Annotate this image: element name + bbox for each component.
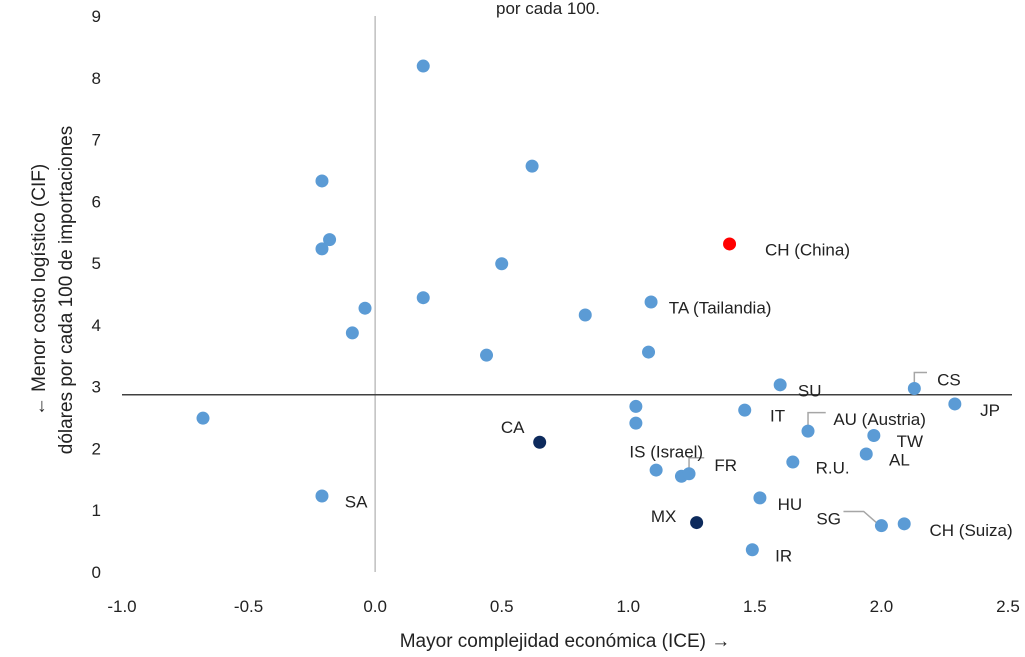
scatter-point [525,159,539,173]
y-tick-label: 4 [92,316,101,335]
point-label: CA [501,418,525,437]
scatter-point [495,257,509,271]
point-label: R.U. [816,459,850,478]
point-label: MX [651,507,677,526]
scatter-point [745,543,759,557]
x-tick-label: 0.5 [490,597,514,616]
scatter-point [649,463,663,477]
scatter-point [480,348,494,362]
point-label: SG [816,509,841,528]
scatter-point [897,517,911,531]
point-label: SA [345,493,368,512]
leader-line [688,456,705,471]
scatter-point [323,233,337,247]
scatter-point [358,301,372,315]
point-label: TA (Tailandia) [669,299,772,318]
scatter-point [859,447,873,461]
scatter-point [533,435,547,449]
leader-line [807,411,826,428]
scatter-point [801,424,815,438]
x-tick-label: 2.0 [870,597,894,616]
x-tick-label: -1.0 [107,597,136,616]
x-axis-title: Mayor complejidad económica (ICE) → [400,631,731,652]
chart-title: por cada 100. [496,0,600,18]
y-tick-label: 5 [92,254,101,273]
point-label: IS (Israel) [629,443,703,462]
leader-line [913,371,927,385]
x-tick-label: 1.0 [616,597,640,616]
x-tick-label: -0.5 [234,597,263,616]
scatter-point [948,397,962,411]
reference-lines [122,16,1012,572]
y-tick-label: 9 [92,7,101,26]
leader-line [843,510,877,524]
point-label: IR [775,546,792,565]
scatter-point [874,519,888,533]
data-points [196,59,962,557]
point-label: AU (Austria) [833,410,926,429]
scatter-point [867,428,881,442]
scatter-point [642,345,656,359]
y-tick-label: 7 [92,131,101,150]
scatter-point [578,308,592,322]
scatter-point [416,59,430,73]
y-axis-title-line1: ← Menor costo logístico (CIF) [29,164,50,416]
scatter-point [738,403,752,417]
point-label: AL [889,451,910,470]
x-tick-label: 2.5 [996,597,1020,616]
y-tick-label: 0 [92,563,101,582]
y-tick-label: 3 [92,378,101,397]
scatter-point [907,382,921,396]
scatter-point [690,516,704,530]
scatter-point [682,467,696,481]
scatter-point [723,237,737,251]
point-labels: CH (China) TA (Tailandia) SU CS JP IT AU (Aust… [345,241,1013,566]
scatter-point [629,416,643,430]
point-label: TW [897,432,923,451]
x-tick-label: 0.0 [363,597,387,616]
point-label: JP [980,401,1000,420]
point-label: IT [770,407,785,426]
scatter-point [629,399,643,413]
scatter-point [644,295,658,309]
y-tick-label: 1 [92,501,101,520]
y-tick-label: 6 [92,192,101,211]
point-label: HU [778,495,803,514]
scatter-point [315,489,329,503]
scatter-point [315,174,329,188]
scatter-point [786,455,800,469]
scatter-point [315,242,329,256]
point-label: FR [714,456,737,475]
point-label: CH (Suiza) [930,521,1013,540]
point-label: CS [937,370,961,389]
y-axis-title-line2: dólares por cada 100 de importaciones [56,126,77,454]
x-tick-labels: -1.0 -0.5 0.0 0.5 1.0 1.5 2.0 2.5 [107,597,1019,616]
point-label: CH (China) [765,241,850,260]
y-tick-label: 2 [92,439,101,458]
y-tick-label: 8 [92,69,101,88]
scatter-point [196,411,210,425]
point-label: SU [798,381,822,400]
x-tick-label: 1.5 [743,597,767,616]
scatter-point [773,378,787,392]
y-tick-labels: 0 1 2 3 4 5 6 7 8 9 [92,7,101,582]
scatter-point [345,326,359,340]
leader-lines [688,371,927,524]
scatter-point [753,491,767,505]
scatter-point [416,291,430,305]
